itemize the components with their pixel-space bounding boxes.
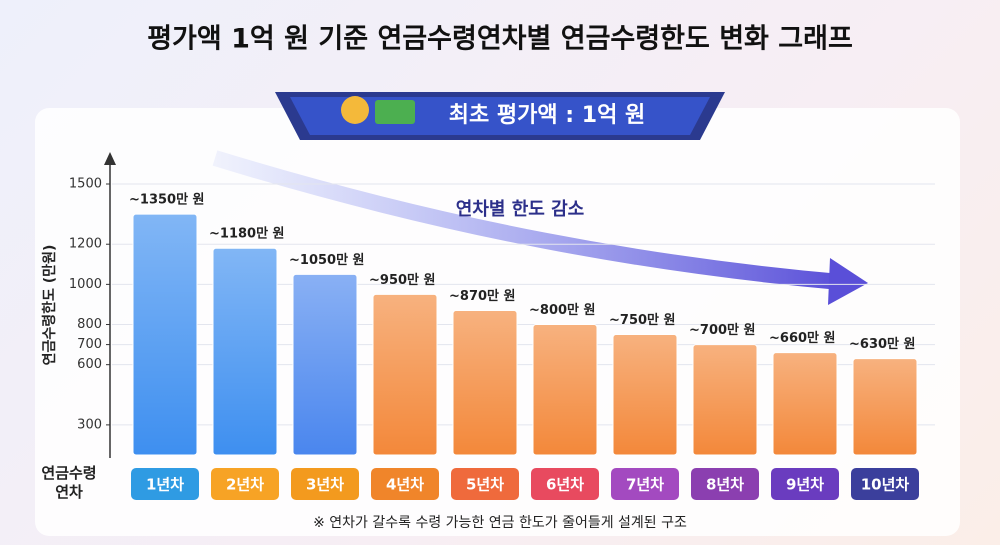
value-label: ~660만 원	[769, 330, 835, 346]
value-label: ~870만 원	[449, 288, 515, 304]
value-label: ~950만 원	[369, 272, 435, 288]
category-box	[211, 468, 279, 500]
x-tick-label: 1년차	[146, 476, 184, 494]
y-tick-label: 1500	[69, 177, 102, 192]
bar-shine	[213, 248, 277, 455]
bar-shine	[613, 334, 677, 455]
x-axis-label: 연금수령 연차	[41, 464, 97, 501]
y-tick-label: 800	[77, 317, 102, 332]
value-label: ~750만 원	[609, 312, 675, 328]
category-box	[291, 468, 359, 500]
y-tick-label: 600	[77, 357, 102, 372]
bar-shine	[853, 358, 917, 455]
category-box	[131, 468, 199, 500]
trend-arrow-head	[828, 258, 868, 305]
value-label: ~700만 원	[689, 322, 755, 338]
value-label: ~800만 원	[529, 302, 595, 318]
coin-icon	[341, 96, 369, 124]
bar-shine	[693, 344, 757, 455]
x-tick-label: 7년차	[626, 476, 664, 494]
category-box	[531, 468, 599, 500]
category-box	[771, 468, 839, 500]
cash-icon	[375, 100, 415, 124]
x-tick-label: 10년차	[861, 476, 910, 494]
y-tick-label: 300	[77, 417, 102, 432]
x-tick-label: 2년차	[226, 476, 264, 494]
category-box	[371, 468, 439, 500]
y-tick-label: 1000	[69, 277, 102, 292]
bar-shine	[133, 214, 197, 455]
value-label: ~1180만 원	[209, 226, 285, 242]
x-tick-label: 5년차	[466, 476, 504, 494]
bar-shine	[373, 294, 437, 455]
chart-title: 평가액 1억 원 기준 연금수령연차별 연금수령한도 변화 그래프	[147, 24, 853, 55]
y-axis-arrow	[104, 152, 116, 165]
bar-shine	[293, 274, 357, 455]
annotation: 연차별 한도 감소	[456, 199, 584, 220]
category-box	[611, 468, 679, 500]
category-box	[851, 468, 919, 500]
bar-shine	[773, 352, 837, 455]
y-tick-label: 700	[77, 337, 102, 352]
trend-arrow	[212, 150, 841, 290]
category-box	[451, 468, 519, 500]
x-tick-label: 3년차	[306, 476, 344, 494]
footnote: ※ 연차가 갈수록 수령 가능한 연금 한도가 줄어들게 설계된 구조	[313, 515, 687, 531]
x-tick-label: 4년차	[386, 476, 424, 494]
value-label: ~1050만 원	[289, 252, 365, 268]
x-tick-label: 6년차	[546, 476, 584, 494]
y-tick-label: 1200	[69, 237, 102, 252]
category-box	[691, 468, 759, 500]
y-axis-label: 연금수령한도 (만원)	[42, 245, 58, 366]
bar-shine	[533, 324, 597, 455]
x-tick-label: 8년차	[706, 476, 744, 494]
x-tick-label: 9년차	[786, 476, 824, 494]
bar-shine	[453, 310, 517, 455]
value-label: ~1350만 원	[129, 192, 205, 208]
banner-text: 최초 평가액 : 1억 원	[449, 103, 645, 128]
value-label: ~630만 원	[849, 336, 915, 352]
